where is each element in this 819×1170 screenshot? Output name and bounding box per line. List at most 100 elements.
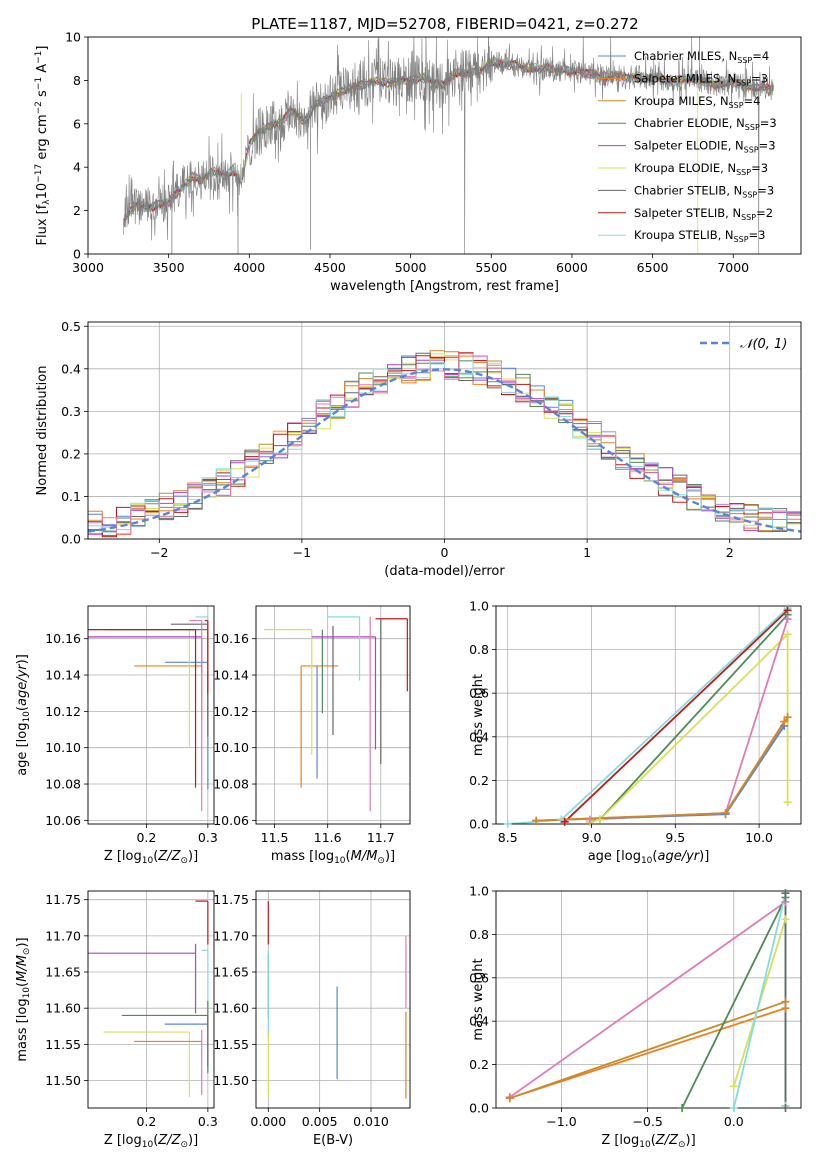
label-part: age/yr bbox=[657, 849, 700, 864]
panel-age-vs-mass: 11.5 11.6 11.7 10.06 10.08 10.10 10.12 10.14 10.… bbox=[213, 605, 411, 866]
y-tick-label: 10.10 bbox=[213, 740, 249, 755]
label-part: 10 bbox=[639, 1140, 651, 1150]
y-tick-label: 0.4 bbox=[469, 729, 489, 744]
weight-line bbox=[507, 607, 789, 824]
weight-marker bbox=[781, 1104, 790, 1112]
y-tick-label: 11.65 bbox=[213, 965, 249, 980]
y-tick-label: 0.0 bbox=[61, 532, 81, 547]
legend-label: Chabrier STELIB, NSSP=3 bbox=[634, 183, 774, 199]
y-tick-label: 10.06 bbox=[45, 813, 81, 828]
label-part: ⊙ bbox=[377, 856, 385, 866]
y-tick-label: 11.55 bbox=[213, 1037, 249, 1052]
label-part: )] bbox=[385, 849, 395, 864]
weight-line bbox=[589, 618, 789, 821]
legend-text: Salpeter ELODIE, N bbox=[634, 139, 744, 153]
mass-vs-Z-y-label: mass [log10(M/M⊙)] bbox=[15, 937, 32, 1061]
panel-mass-weight-vs-age: 8.5 9.0 9.5 10.0 0.0 0.2 0.4 0.6 0.8 1.0 age [log1… bbox=[469, 599, 802, 866]
label-part: (data-model)/error bbox=[384, 564, 505, 579]
legend-label: Salpeter STELIB, NSSP=2 bbox=[634, 206, 773, 222]
weight-line bbox=[536, 721, 785, 822]
label-part: mass [log bbox=[271, 849, 334, 864]
legend-tail: =3 bbox=[757, 183, 774, 197]
y-tick-label: 10.10 bbox=[45, 740, 81, 755]
weight-marker bbox=[783, 615, 792, 624]
y-tick-label: 1.0 bbox=[469, 599, 489, 614]
label-part: )] bbox=[686, 1133, 696, 1148]
label-part: −1 bbox=[34, 51, 44, 64]
legend-tail: =3 bbox=[760, 116, 777, 130]
legend-label: Salpeter ELODIE, NSSP=3 bbox=[634, 139, 776, 155]
legend-tail: =4 bbox=[744, 94, 761, 108]
label-part: mass weight bbox=[471, 674, 486, 756]
x-tick-label: 4000 bbox=[233, 260, 265, 275]
legend-tail: =2 bbox=[756, 206, 773, 220]
weight-line bbox=[509, 1007, 786, 1100]
y-tick-label: 11.70 bbox=[45, 928, 81, 943]
x-tick-label: 0.000 bbox=[250, 1114, 286, 1129]
label-part: λ bbox=[42, 199, 52, 205]
y-tick-label: 11.70 bbox=[213, 928, 249, 943]
x-tick-label: 0.0 bbox=[724, 1114, 744, 1129]
x-tick-label: 3000 bbox=[72, 260, 104, 275]
y-tick-label: 2 bbox=[73, 203, 81, 218]
label-part: Z [log bbox=[104, 1133, 142, 1148]
label-part: mass [log bbox=[15, 998, 30, 1061]
mass-vs-EBV-x-label: E(B-V) bbox=[313, 1133, 353, 1148]
x-tick-label: 5000 bbox=[395, 260, 427, 275]
y-tick-label: 0.4 bbox=[61, 361, 81, 376]
y-tick-label: 0.0 bbox=[469, 817, 489, 832]
figure-title: PLATE=1187, MJD=52708, FIBERID=0421, z=0… bbox=[251, 15, 638, 33]
x-tick-label: 11.7 bbox=[367, 830, 395, 845]
x-tick-label: −1.0 bbox=[546, 1114, 576, 1129]
y-tick-label: 0.2 bbox=[469, 773, 489, 788]
x-tick-label: 0.2 bbox=[136, 1114, 156, 1129]
histogram-step bbox=[88, 354, 801, 533]
label-part: A bbox=[35, 64, 50, 77]
legend: 𝒩(0, 1) bbox=[700, 337, 787, 352]
weight-marker bbox=[532, 816, 541, 825]
y-tick-label: 11.50 bbox=[45, 1073, 81, 1088]
panel-spectrum: 3000 3500 4000 4500 5000 5500 6000 6500 7000 0 2 4 6… bbox=[34, 30, 802, 294]
y-tick-label: 10.06 bbox=[213, 813, 249, 828]
x-tick-label: 5500 bbox=[475, 260, 507, 275]
y-tick-label: 11.75 bbox=[45, 892, 81, 907]
weight-marker bbox=[729, 1104, 738, 1112]
label-part: ( bbox=[346, 849, 351, 864]
legend-text: Kroupa MILES, N bbox=[634, 94, 729, 108]
axes-frame bbox=[255, 890, 411, 1109]
spectrum-y-label: Flux [fλ10−17 erg cm−2 s−1 A−1] bbox=[34, 46, 52, 246]
spectrum-x-label: wavelength [Angstrom, rest frame] bbox=[330, 279, 559, 294]
mass-weight-vs-age-y-label: mass weight bbox=[471, 674, 486, 756]
y-tick-label: 10.14 bbox=[213, 668, 249, 683]
y-tick-label: 0.5 bbox=[61, 319, 81, 334]
y-tick-label: 11.55 bbox=[45, 1037, 81, 1052]
y-tick-label: 4 bbox=[73, 160, 81, 175]
x-tick-label: 4500 bbox=[314, 260, 346, 275]
label-part: Z [log bbox=[104, 849, 142, 864]
label-part: ⊙ bbox=[180, 856, 188, 866]
observed-spectrum-line bbox=[123, 37, 774, 254]
plot-area bbox=[88, 900, 209, 1098]
weight-line bbox=[589, 632, 789, 823]
legend-text: Chabrier ELODIE, N bbox=[634, 116, 745, 130]
y-tick-label: 1.0 bbox=[469, 884, 489, 899]
label-part: 10 bbox=[641, 856, 653, 866]
legend-label: Chabrier ELODIE, NSSP=3 bbox=[634, 116, 777, 132]
plot-area bbox=[88, 350, 801, 538]
x-tick-label: 3500 bbox=[153, 260, 185, 275]
weight-line bbox=[509, 1000, 786, 1100]
axes-frame bbox=[87, 36, 802, 255]
weight-marker bbox=[781, 915, 790, 924]
label-part: )] bbox=[15, 654, 30, 664]
legend-sub: SSP bbox=[742, 190, 757, 199]
legend-label: 𝒩(0, 1) bbox=[740, 337, 787, 352]
weight-marker bbox=[781, 997, 790, 1006]
x-tick-label: 11.6 bbox=[314, 830, 342, 845]
weight-marker bbox=[781, 889, 790, 898]
panel-residuals: −2 −1 0 1 2 0.0 0.1 0.2 0.3 0.4 0.5 𝒩(0, 1) (data-mo… bbox=[35, 319, 802, 579]
panel-mass-vs-Z: 0.2 0.3 11.50 11.55 11.60 11.65 11.70 11.75 Z [l… bbox=[15, 890, 218, 1150]
y-tick-label: 11.60 bbox=[45, 1001, 81, 1016]
legend-sub: SSP bbox=[736, 78, 751, 87]
